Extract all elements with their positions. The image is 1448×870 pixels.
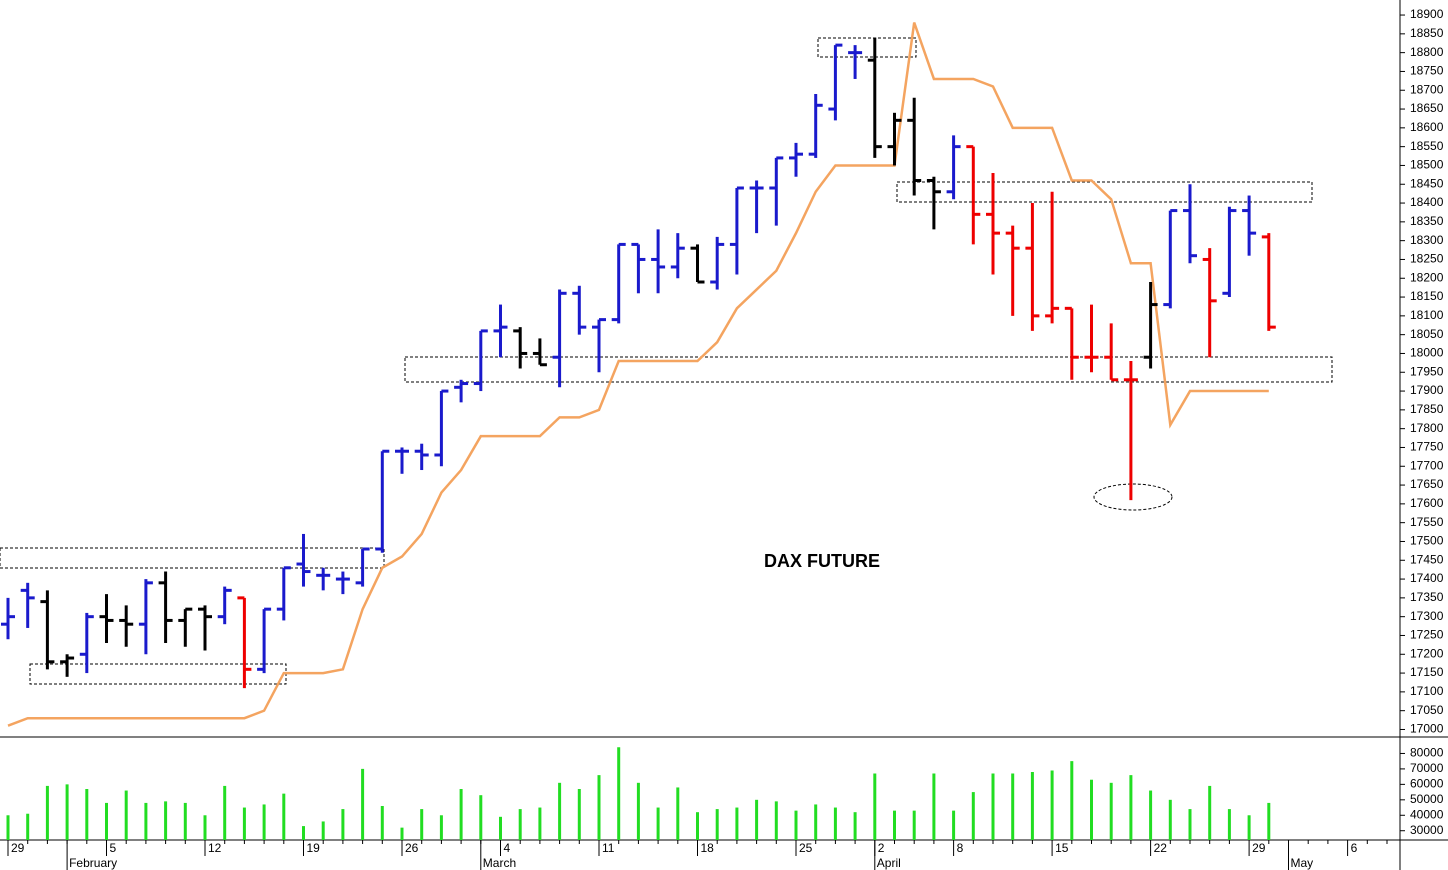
y-tick-label: 17950 bbox=[1410, 364, 1444, 378]
x-tick-label: 18 bbox=[701, 841, 715, 855]
y-tick-label: 17600 bbox=[1410, 496, 1444, 510]
y-tick-label: 17150 bbox=[1410, 665, 1444, 679]
y-tick-label: 17850 bbox=[1410, 402, 1444, 416]
y-tick-label: 18200 bbox=[1410, 270, 1444, 284]
y-tick-label: 18350 bbox=[1410, 214, 1444, 228]
x-tick-label: 29 bbox=[1252, 841, 1266, 855]
y-tick-label: 18850 bbox=[1410, 26, 1444, 40]
x-tick-label: 26 bbox=[405, 841, 419, 855]
y-tick-label: 17500 bbox=[1410, 534, 1444, 548]
x-tick-label: 8 bbox=[957, 841, 964, 855]
y-tick-label: 80000 bbox=[1410, 746, 1444, 760]
zone-box bbox=[817, 37, 917, 58]
y-tick-label: 18500 bbox=[1410, 158, 1444, 172]
y-tick-label: 50000 bbox=[1410, 792, 1444, 806]
y-tick-label: 17650 bbox=[1410, 477, 1444, 491]
y-tick-label: 60000 bbox=[1410, 777, 1444, 791]
y-tick-label: 18050 bbox=[1410, 327, 1444, 341]
x-tick-label: 19 bbox=[307, 841, 321, 855]
month-label: April bbox=[877, 856, 901, 870]
y-tick-label: 70000 bbox=[1410, 761, 1444, 775]
y-tick-label: 18650 bbox=[1410, 101, 1444, 115]
x-tick-label: 4 bbox=[504, 841, 511, 855]
y-tick-label: 17250 bbox=[1410, 628, 1444, 642]
y-tick-label: 17200 bbox=[1410, 646, 1444, 660]
y-tick-label: 18550 bbox=[1410, 139, 1444, 153]
chart-title: DAX FUTURE bbox=[764, 551, 880, 571]
y-tick-label: 17700 bbox=[1410, 458, 1444, 472]
x-tick-label: 5 bbox=[110, 841, 117, 855]
y-tick-label: 17350 bbox=[1410, 590, 1444, 604]
x-tick-label: 25 bbox=[799, 841, 813, 855]
y-tick-label: 18400 bbox=[1410, 195, 1444, 209]
x-tick-label: 29 bbox=[11, 841, 25, 855]
y-tick-label: 18800 bbox=[1410, 45, 1444, 59]
y-tick-label: 17100 bbox=[1410, 684, 1444, 698]
month-label: May bbox=[1291, 856, 1314, 870]
y-tick-label: 17400 bbox=[1410, 571, 1444, 585]
month-label: February bbox=[69, 856, 117, 870]
y-tick-label: 18150 bbox=[1410, 289, 1444, 303]
highlight-ellipse bbox=[1093, 483, 1173, 511]
x-tick-label: 15 bbox=[1055, 841, 1069, 855]
y-tick-label: 17750 bbox=[1410, 440, 1444, 454]
y-tick-label: 18900 bbox=[1410, 7, 1444, 21]
x-tick-label: 11 bbox=[602, 841, 615, 855]
y-tick-label: 18450 bbox=[1410, 176, 1444, 190]
stop-line bbox=[7, 22, 1269, 727]
y-tick-label: 18600 bbox=[1410, 120, 1444, 134]
y-tick-label: 18000 bbox=[1410, 346, 1444, 360]
zone-box bbox=[896, 181, 1313, 203]
y-tick-label: 17550 bbox=[1410, 515, 1444, 529]
x-tick-label: 12 bbox=[208, 841, 222, 855]
y-tick-label: 17450 bbox=[1410, 552, 1444, 566]
zone-box bbox=[0, 547, 385, 569]
x-tick-label: 2 bbox=[878, 841, 885, 855]
x-tick-label: 6 bbox=[1351, 841, 1358, 855]
zone-box bbox=[404, 356, 1333, 383]
y-tick-label: 17800 bbox=[1410, 421, 1444, 435]
y-tick-label: 17000 bbox=[1410, 722, 1444, 736]
y-tick-label: 17300 bbox=[1410, 609, 1444, 623]
month-label: March bbox=[483, 856, 516, 870]
y-tick-label: 18100 bbox=[1410, 308, 1444, 322]
y-tick-label: 17050 bbox=[1410, 703, 1444, 717]
y-tick-label: 18300 bbox=[1410, 233, 1444, 247]
y-tick-label: 17900 bbox=[1410, 383, 1444, 397]
y-tick-label: 18250 bbox=[1410, 252, 1444, 266]
y-tick-label: 40000 bbox=[1410, 807, 1444, 821]
y-tick-label: 30000 bbox=[1410, 823, 1444, 837]
x-tick-label: 22 bbox=[1154, 841, 1168, 855]
y-tick-label: 18700 bbox=[1410, 82, 1444, 96]
y-tick-label: 18750 bbox=[1410, 64, 1444, 78]
